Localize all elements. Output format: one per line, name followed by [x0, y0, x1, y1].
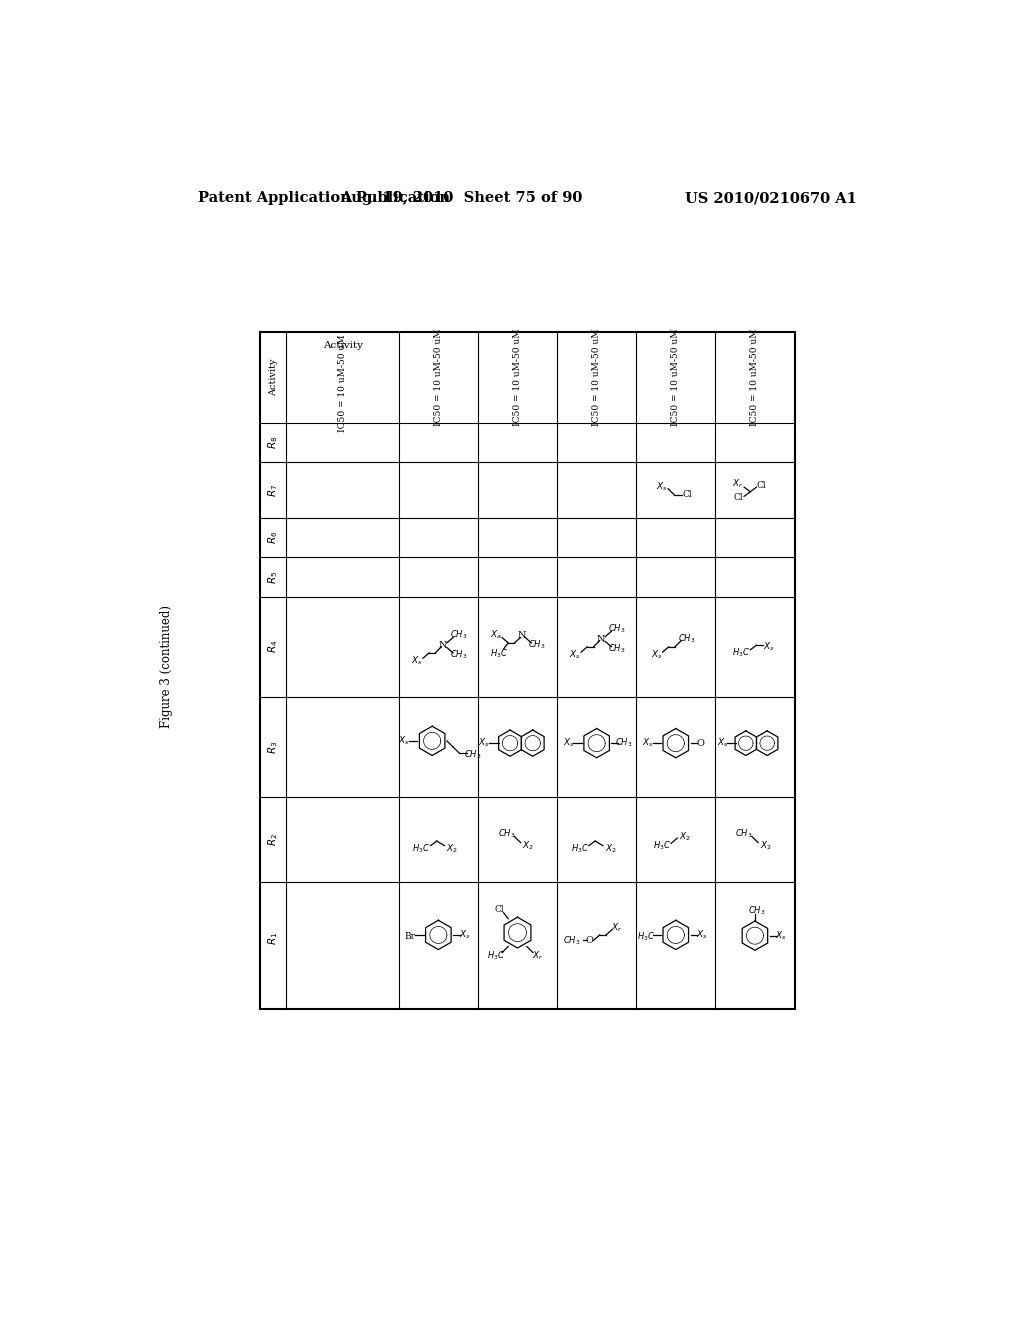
Text: $CH_3$: $CH_3$ — [464, 748, 481, 760]
Text: $X_r$: $X_r$ — [531, 949, 544, 962]
Text: $X_s$: $X_s$ — [717, 737, 728, 750]
Text: $CH_3$: $CH_3$ — [450, 628, 467, 642]
Text: $X_a$: $X_a$ — [489, 628, 502, 642]
Text: $H_3C$: $H_3C$ — [637, 931, 655, 942]
Text: $X_s$: $X_s$ — [775, 929, 787, 942]
Text: $X_s$: $X_s$ — [696, 929, 708, 941]
Text: $X_s$: $X_s$ — [459, 929, 471, 941]
Text: $R_3$: $R_3$ — [266, 741, 280, 754]
Text: O: O — [696, 739, 705, 747]
Text: Aug. 19, 2010  Sheet 75 of 90: Aug. 19, 2010 Sheet 75 of 90 — [340, 191, 583, 206]
Text: Activity: Activity — [268, 359, 278, 396]
Text: Br: Br — [404, 932, 415, 941]
Text: IC50 = 10 uM-50 uM: IC50 = 10 uM-50 uM — [672, 329, 680, 426]
Text: $X_r$: $X_r$ — [732, 478, 743, 490]
Text: Cl: Cl — [683, 490, 692, 499]
Text: $X_2$: $X_2$ — [760, 840, 772, 851]
Text: IC50 = 10 uM-50 uM: IC50 = 10 uM-50 uM — [434, 329, 442, 426]
Text: Patent Application Publication: Patent Application Publication — [198, 191, 450, 206]
Text: $H_3C$: $H_3C$ — [486, 949, 505, 962]
Text: $H_3C$: $H_3C$ — [489, 647, 508, 660]
Text: Cl: Cl — [757, 480, 766, 490]
Text: $X_r$: $X_r$ — [611, 921, 623, 935]
Text: IC50 = 10 uM-50 uM: IC50 = 10 uM-50 uM — [592, 329, 601, 426]
Text: $X_2$: $X_2$ — [522, 840, 535, 851]
Text: $X_s$: $X_s$ — [650, 648, 663, 661]
Text: $X_s$: $X_s$ — [763, 640, 775, 653]
Text: $CH_3$: $CH_3$ — [608, 623, 626, 635]
Text: $R_4$: $R_4$ — [266, 640, 280, 653]
Text: $X_s$: $X_s$ — [478, 737, 490, 750]
Text: Activity: Activity — [323, 341, 362, 350]
Text: $H_3C$: $H_3C$ — [652, 840, 671, 851]
Text: $CH_3$: $CH_3$ — [498, 828, 515, 840]
Text: Cl: Cl — [495, 906, 504, 913]
Text: $CH_3$: $CH_3$ — [748, 904, 765, 916]
Text: $CH_3$: $CH_3$ — [608, 642, 626, 655]
Text: $H_3C$: $H_3C$ — [413, 842, 430, 855]
Text: $R_1$: $R_1$ — [266, 932, 280, 945]
Text: IC50 = 10 uM-50 uM: IC50 = 10 uM-50 uM — [338, 335, 347, 432]
Text: $CH_3$: $CH_3$ — [450, 648, 467, 661]
Text: $CH_3$: $CH_3$ — [735, 828, 753, 840]
Text: $CH_3$: $CH_3$ — [528, 638, 546, 651]
Text: $CH_3$: $CH_3$ — [678, 632, 695, 645]
Text: $X_s$: $X_s$ — [656, 480, 668, 494]
Text: $X_s$: $X_s$ — [411, 655, 423, 667]
Text: N: N — [518, 631, 526, 640]
Bar — [260, 331, 795, 1010]
Text: $X_s$: $X_s$ — [563, 737, 574, 750]
Text: Cl: Cl — [733, 494, 742, 503]
Text: $X_2$: $X_2$ — [604, 842, 616, 855]
Text: O: O — [586, 936, 594, 945]
Text: $X_s$: $X_s$ — [642, 737, 653, 750]
Text: IC50 = 10 uM-50 uM: IC50 = 10 uM-50 uM — [751, 329, 760, 426]
Text: $R_8$: $R_8$ — [266, 436, 280, 449]
Text: $X_2$: $X_2$ — [446, 842, 459, 855]
Text: N: N — [597, 635, 605, 644]
Text: IC50 = 10 uM-50 uM: IC50 = 10 uM-50 uM — [513, 329, 522, 426]
Text: $H_3C$: $H_3C$ — [570, 842, 589, 855]
Text: $X_s$: $X_s$ — [569, 648, 581, 661]
Text: $R_2$: $R_2$ — [266, 833, 280, 846]
Text: $CH_3$: $CH_3$ — [615, 737, 633, 750]
Text: $X_2$: $X_2$ — [679, 830, 691, 842]
Text: $X_s$: $X_s$ — [398, 735, 411, 747]
Text: $CH_3$: $CH_3$ — [563, 935, 581, 946]
Text: $R_7$: $R_7$ — [266, 483, 280, 496]
Text: $H_3C$: $H_3C$ — [732, 647, 750, 659]
Text: US 2010/0210670 A1: US 2010/0210670 A1 — [685, 191, 857, 206]
Text: $R_5$: $R_5$ — [266, 570, 280, 583]
Text: N: N — [438, 640, 447, 649]
Text: Figure 3 (continued): Figure 3 (continued) — [160, 605, 173, 729]
Text: $R_6$: $R_6$ — [266, 531, 280, 544]
